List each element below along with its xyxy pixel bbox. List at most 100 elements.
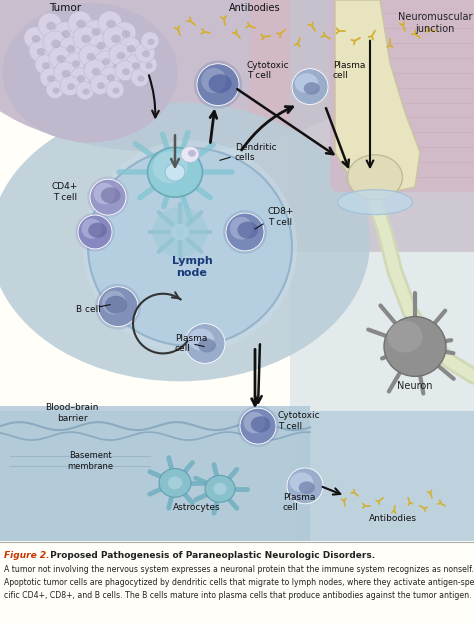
Ellipse shape [106, 81, 124, 99]
Text: cific CD4+, CD8+, and B cells. The B cells mature into plasma cells that produce: cific CD4+, CD8+, and B cells. The B cel… [4, 591, 472, 600]
Ellipse shape [54, 62, 76, 84]
Ellipse shape [47, 75, 55, 82]
Ellipse shape [226, 213, 264, 251]
Ellipse shape [91, 28, 100, 36]
Ellipse shape [114, 22, 136, 44]
Text: A tumor not involving the nervous system expresses a neuronal protein that the i: A tumor not involving the nervous system… [4, 565, 474, 574]
Ellipse shape [90, 179, 126, 215]
Ellipse shape [36, 48, 46, 56]
Ellipse shape [153, 207, 208, 257]
Ellipse shape [112, 88, 119, 94]
Ellipse shape [70, 68, 90, 88]
Ellipse shape [135, 42, 155, 62]
Ellipse shape [106, 20, 116, 28]
Ellipse shape [117, 52, 126, 59]
Text: Plasma
cell: Plasma cell [175, 334, 207, 353]
Text: Neuromuscular
junction: Neuromuscular junction [398, 12, 472, 34]
Ellipse shape [62, 70, 71, 78]
Text: B cell: B cell [75, 305, 100, 314]
Ellipse shape [105, 296, 127, 314]
Ellipse shape [89, 34, 111, 56]
Ellipse shape [198, 339, 216, 352]
Ellipse shape [295, 73, 318, 93]
Ellipse shape [29, 40, 51, 62]
Ellipse shape [194, 61, 242, 109]
Ellipse shape [103, 26, 127, 50]
Ellipse shape [24, 27, 46, 49]
FancyBboxPatch shape [290, 0, 474, 541]
Ellipse shape [95, 51, 115, 71]
Ellipse shape [87, 176, 129, 217]
Text: Astrocytes: Astrocytes [173, 503, 221, 512]
Ellipse shape [78, 215, 112, 249]
Ellipse shape [35, 55, 55, 74]
Ellipse shape [137, 76, 145, 82]
Ellipse shape [98, 287, 138, 327]
Ellipse shape [68, 11, 92, 35]
Ellipse shape [101, 188, 120, 203]
Ellipse shape [73, 26, 97, 50]
Text: Plasma
cell: Plasma cell [283, 493, 315, 512]
Ellipse shape [43, 31, 67, 55]
Ellipse shape [82, 219, 102, 239]
Text: Neuron: Neuron [397, 381, 433, 391]
Ellipse shape [171, 224, 189, 240]
Text: Lymph
node: Lymph node [172, 256, 212, 278]
Ellipse shape [40, 68, 60, 88]
Text: Cytotoxic
T cell: Cytotoxic T cell [247, 61, 290, 81]
Ellipse shape [2, 3, 177, 142]
Ellipse shape [287, 468, 323, 504]
Ellipse shape [131, 69, 149, 87]
Ellipse shape [337, 189, 412, 214]
Ellipse shape [159, 469, 191, 498]
Ellipse shape [97, 42, 105, 49]
Ellipse shape [90, 74, 110, 94]
Ellipse shape [46, 81, 64, 99]
Text: Antibodies: Antibodies [369, 514, 417, 523]
Ellipse shape [185, 324, 225, 363]
Ellipse shape [76, 20, 86, 28]
Ellipse shape [109, 44, 131, 66]
Ellipse shape [122, 30, 130, 38]
Ellipse shape [83, 140, 297, 354]
Ellipse shape [46, 22, 56, 30]
Ellipse shape [119, 37, 141, 59]
Ellipse shape [209, 74, 232, 93]
Ellipse shape [38, 13, 62, 37]
Ellipse shape [65, 52, 85, 72]
Ellipse shape [111, 34, 121, 43]
Ellipse shape [91, 68, 100, 76]
Ellipse shape [88, 222, 107, 238]
Ellipse shape [197, 64, 239, 106]
Ellipse shape [304, 82, 320, 94]
FancyBboxPatch shape [330, 0, 474, 192]
Ellipse shape [139, 56, 157, 74]
FancyBboxPatch shape [250, 0, 474, 252]
Ellipse shape [54, 22, 76, 44]
Ellipse shape [290, 472, 313, 492]
Ellipse shape [201, 68, 227, 93]
Ellipse shape [213, 483, 227, 495]
Text: Dendritic
cells: Dendritic cells [235, 142, 277, 162]
Ellipse shape [153, 151, 188, 183]
Ellipse shape [125, 55, 145, 74]
Polygon shape [335, 0, 420, 192]
Ellipse shape [62, 30, 71, 38]
Ellipse shape [102, 291, 126, 314]
Ellipse shape [240, 408, 276, 444]
Ellipse shape [165, 163, 185, 181]
Ellipse shape [251, 416, 271, 432]
Ellipse shape [67, 83, 75, 90]
Ellipse shape [122, 68, 130, 75]
Ellipse shape [107, 74, 115, 81]
Ellipse shape [141, 32, 159, 50]
Ellipse shape [49, 47, 71, 69]
Ellipse shape [132, 62, 140, 69]
Text: CD4+
T cell: CD4+ T cell [52, 182, 78, 202]
Ellipse shape [205, 476, 235, 502]
Text: Cytotoxic
T cell: Cytotoxic T cell [278, 411, 320, 431]
Ellipse shape [146, 62, 153, 69]
Ellipse shape [244, 412, 265, 433]
Ellipse shape [147, 39, 155, 45]
Ellipse shape [237, 406, 279, 447]
